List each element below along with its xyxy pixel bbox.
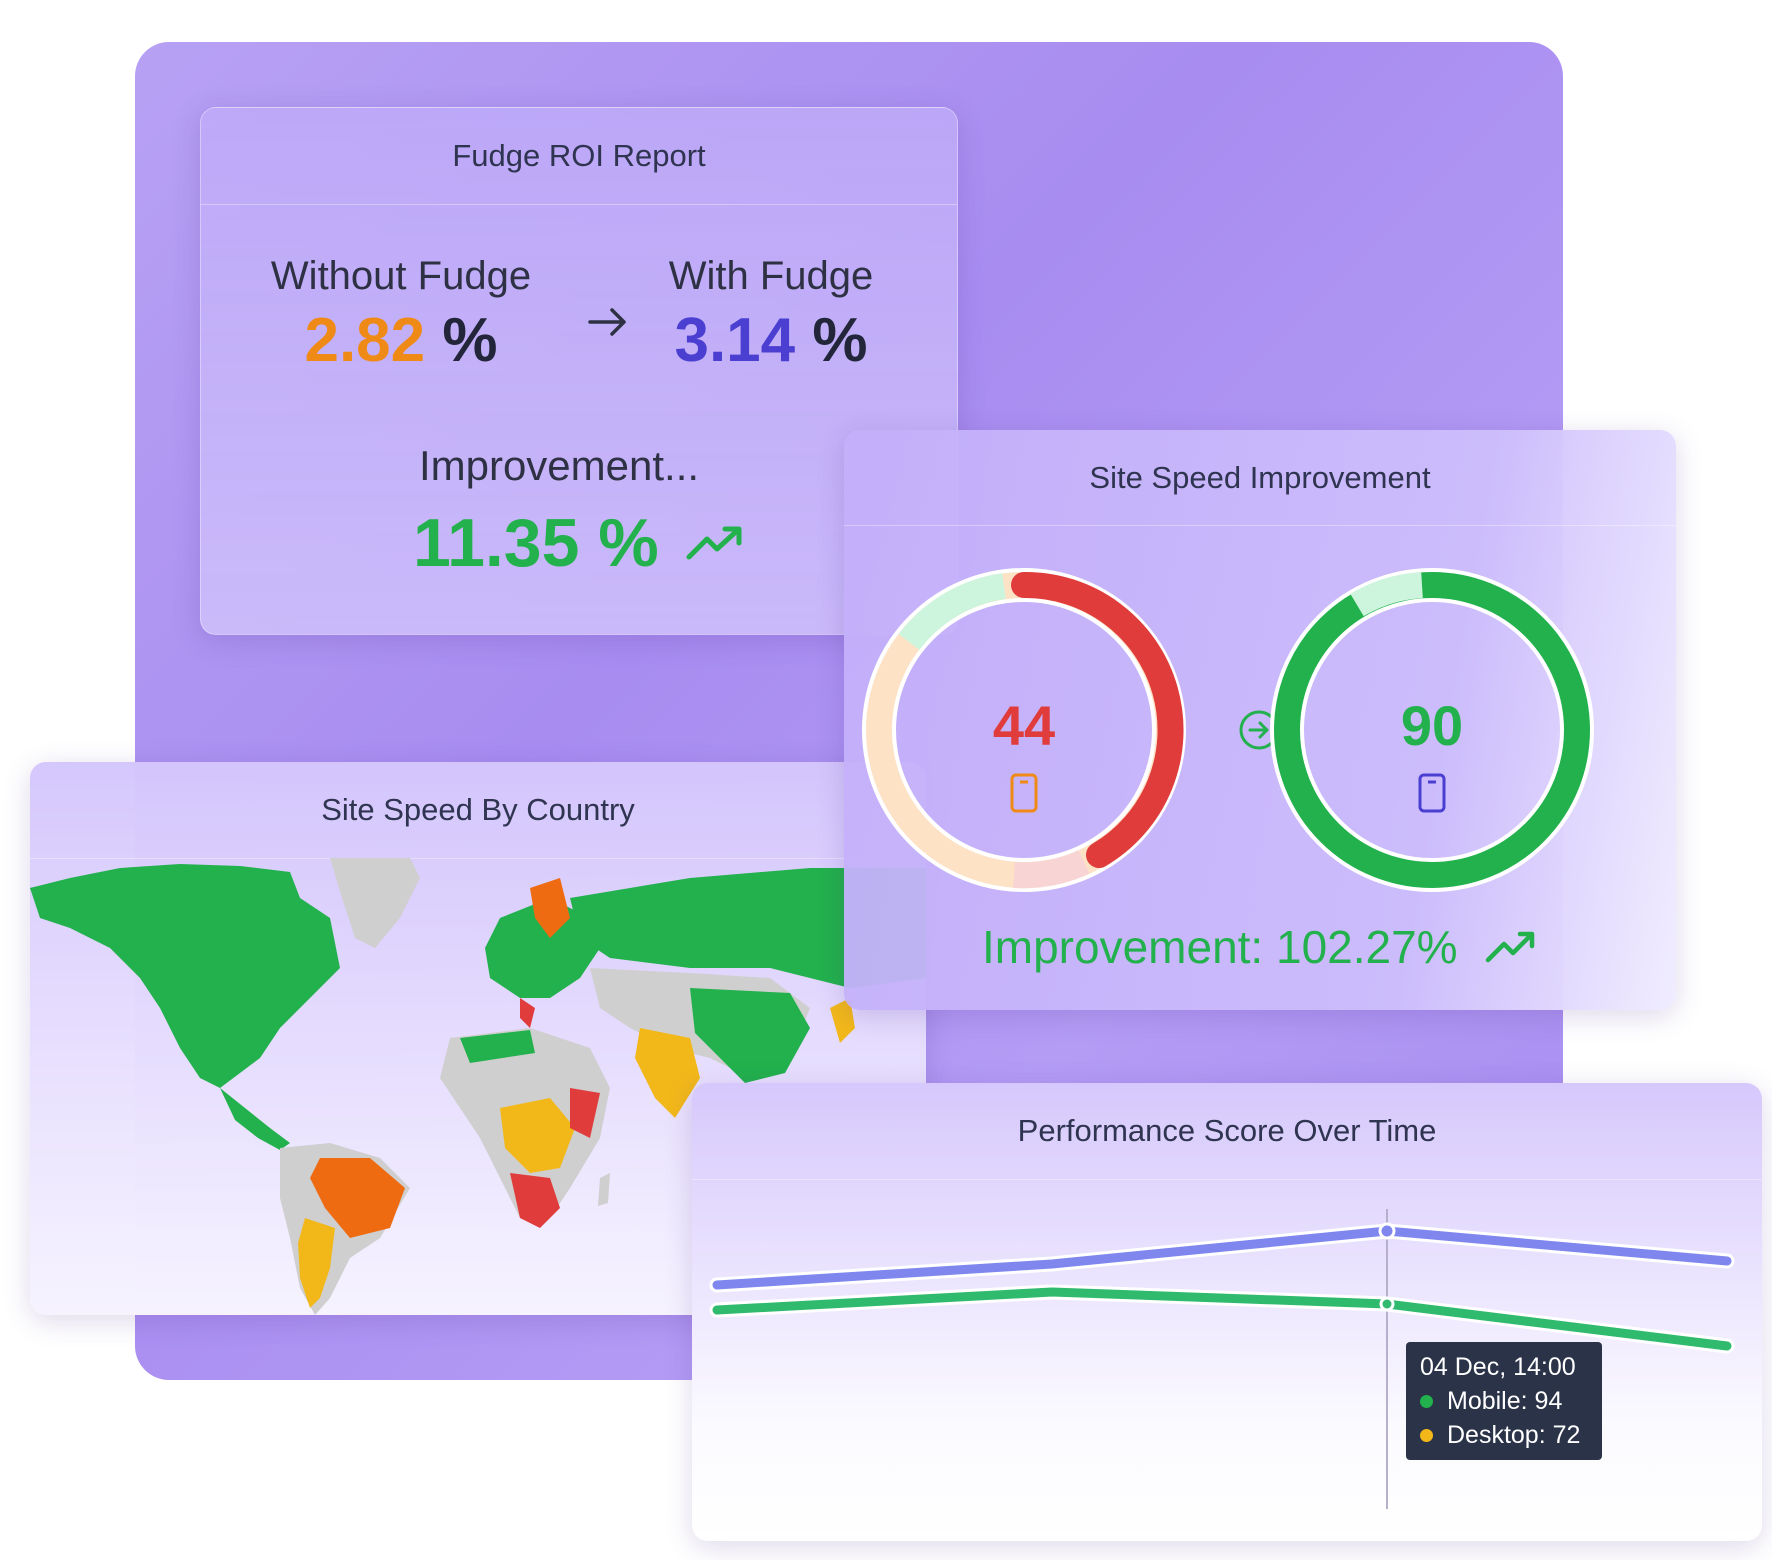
without-fudge-percent: %: [442, 306, 498, 375]
argentina-region: [298, 1218, 335, 1308]
alaska-region: [30, 882, 90, 920]
roi-report-card: Fudge ROI Report Without Fudge 2.82 % Wi…: [200, 107, 958, 635]
mobile-phone-icon: [1010, 773, 1038, 813]
with-fudge-label: With Fudge: [668, 254, 874, 298]
without-fudge-value: 2.82: [304, 306, 426, 375]
brazil-region: [310, 1158, 405, 1238]
with-fudge-block: With Fudge 3.14 %: [621, 254, 921, 376]
tooltip-date: 04 Dec, 14:00: [1420, 1352, 1576, 1381]
desktop-hover-point: [1379, 1296, 1395, 1312]
performance-score-card: Performance Score Over Time: [692, 1083, 1762, 1541]
before-score-gauge: 44: [862, 568, 1186, 892]
chart-tooltip: 04 Dec, 14:00 Mobile: 94 Desktop: 72: [1406, 1342, 1602, 1460]
greenland-region: [330, 858, 420, 948]
map-card-title: Site Speed By Country: [30, 762, 926, 859]
italy-region: [520, 998, 535, 1028]
japan-region: [830, 998, 855, 1043]
central-america-region: [220, 1088, 290, 1150]
world-map: [30, 858, 926, 1315]
without-fudge-block: Without Fudge 2.82 %: [231, 254, 571, 376]
after-score-value: 90: [1401, 694, 1463, 757]
improvement-label: Improvement...: [418, 442, 700, 489]
site-speed-map-card: Site Speed By Country: [30, 762, 926, 1315]
with-fudge-percent: %: [812, 306, 868, 375]
china-region: [690, 988, 810, 1083]
mobile-phone-icon-2: [1418, 773, 1446, 813]
central-africa-region: [500, 1098, 575, 1173]
southern-africa-region: [510, 1173, 560, 1228]
improvement-value: 11.35 %: [413, 505, 659, 581]
india-region: [635, 1028, 700, 1118]
without-fudge-label: Without Fudge: [270, 254, 532, 298]
performance-line-chart: [709, 1209, 1735, 1509]
speed-improvement-text: Improvement: 102.27%: [982, 921, 1458, 973]
tooltip-desktop: Desktop: 72: [1447, 1420, 1581, 1449]
desktop-legend-dot: [1420, 1428, 1433, 1442]
scandinavia-region: [530, 878, 570, 938]
east-africa-region: [570, 1088, 600, 1138]
russia-region: [570, 868, 926, 988]
arrow-right-icon: [586, 304, 630, 345]
speed-card-title: Site Speed Improvement: [844, 430, 1676, 526]
after-score-gauge: 90: [1270, 568, 1594, 892]
mobile-hover-point: [1378, 1222, 1396, 1240]
before-score-value: 44: [993, 694, 1055, 757]
desktop-series-line-stroke: [712, 1287, 1732, 1351]
north-america-region: [30, 864, 340, 1088]
trending-up-icon: [685, 523, 745, 568]
north-africa-region: [460, 1030, 535, 1063]
site-speed-card: Site Speed Improvement 44 90 Improvement…: [844, 430, 1676, 1010]
mobile-series-line-stroke: [712, 1226, 1732, 1290]
roi-card-title: Fudge ROI Report: [201, 108, 957, 205]
mobile-legend-dot: [1420, 1394, 1433, 1408]
perf-card-title: Performance Score Over Time: [692, 1083, 1762, 1180]
trending-up-icon-2: [1484, 926, 1538, 971]
madagascar-region: [598, 1173, 610, 1206]
tooltip-mobile: Mobile: 94: [1447, 1386, 1563, 1415]
europe-region: [485, 898, 600, 998]
with-fudge-value: 3.14: [674, 306, 796, 375]
